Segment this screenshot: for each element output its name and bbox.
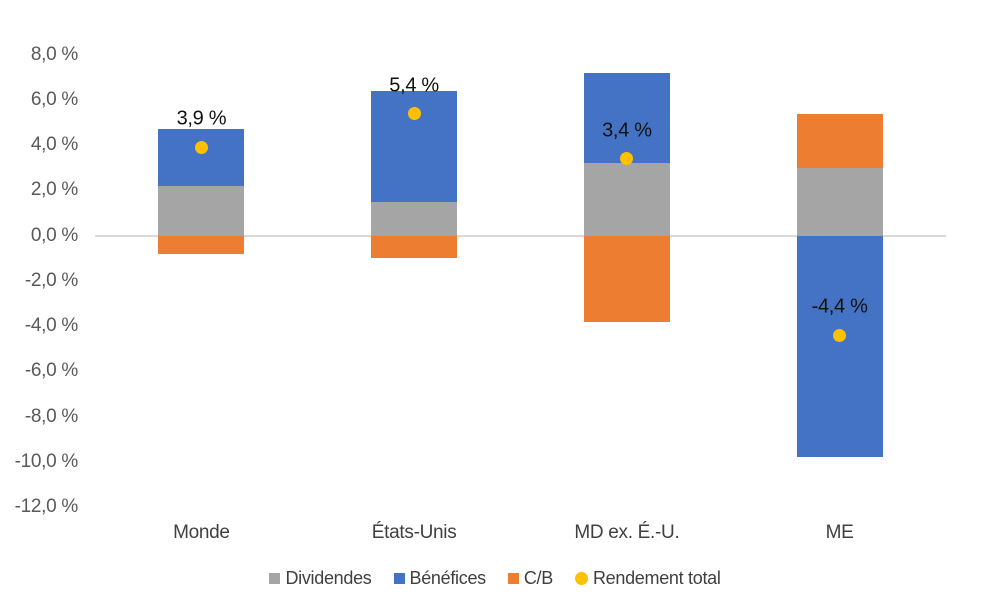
x-axis-label-me: ME [825,522,854,543]
zero-gridline [95,235,946,237]
y-axis-tick-label: -12,0 % [14,496,79,518]
legend-label: Rendement total [592,568,721,588]
legend-item-b-n-fices: Bénéfices [393,568,487,589]
legend-swatch-c-b-square-icon [507,573,519,584]
y-axis-tick-label: 2,0 % [30,179,78,201]
x-axis-label-monde: Monde [173,522,230,543]
y-axis-tick-label: 4,0 % [30,134,78,156]
data-label-me: -4,4 % [811,295,868,318]
y-axis-tick-label: -10,0 % [14,450,79,472]
y-axis-tick-label: -6,0 % [24,360,78,382]
y-axis-tick-label: 6,0 % [30,88,78,110]
bar-segment-dividendes-monde [158,185,245,236]
legend-swatch-dividendes-square-icon [269,573,281,584]
y-axis-tick-label: -4,0 % [24,315,78,337]
legend-swatch-rendement-total-circle-icon [574,572,588,585]
y-axis-tick-label: -8,0 % [24,405,78,427]
x-axis-label-md-ex-u: MD ex. É.-U. [574,522,680,543]
y-axis-tick-label: 0,0 % [30,224,78,246]
total-marker-tats-unis [407,107,421,121]
x-axis-label-tats-unis: États-Unis [371,522,457,543]
y-axis-tick-label: -2,0 % [24,269,78,291]
data-label-tats-unis: 5,4 % [389,74,439,97]
total-marker-monde [194,140,208,154]
plot-area: 8,0 % 6,0 % 4,0 % 2,0 % 0,0 % -2,0 % -4,0 % -6,… [14,43,946,543]
bar-segment-dividendes-me [796,167,883,236]
y-axis-tick-label: 8,0 % [30,43,78,65]
bar-segment-c-b-monde [158,235,245,254]
legend-label: C/B [523,568,553,588]
legend-label: Bénéfices [409,568,487,588]
bar-segment-c-b-tats-unis [371,235,458,259]
bar-segment-b-n-fices-md-ex-u [583,72,670,164]
legend: Dividendes Bénéfices C/B Rendement total [0,568,990,589]
legend-item-c-b: C/B [507,568,553,589]
bar-segment-c-b-md-ex-u [583,235,670,322]
bar-segment-dividendes-tats-unis [371,201,458,236]
legend-item-rendement-total: Rendement total [574,568,721,589]
data-label-monde: 3,9 % [176,107,227,130]
bar-segment-c-b-me [796,113,883,168]
total-marker-me [833,328,847,342]
bar-segment-b-n-fices-monde [158,129,245,186]
legend-item-dividendes: Dividendes [269,568,372,589]
total-marker-md-ex-u [620,152,634,166]
legend-swatch-b-n-fices-square-icon [393,573,405,584]
bar-segment-b-n-fices-me [796,235,883,458]
data-label-md-ex-u: 3,4 % [602,119,652,142]
legend-label: Dividendes [285,568,372,588]
bar-segment-dividendes-md-ex-u [583,163,670,236]
